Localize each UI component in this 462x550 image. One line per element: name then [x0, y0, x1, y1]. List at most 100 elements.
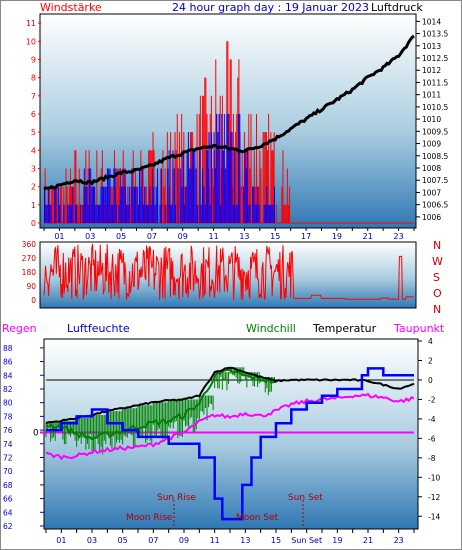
pressure-tick-label: 1012 [422, 66, 441, 75]
wind-direction-series [43, 243, 414, 300]
panel-wind-x-axis: 01 03 05 07 09 11 13 15 17 19 21 23 [43, 228, 415, 241]
compass-n-bottom: N [433, 303, 441, 316]
humidity-tick-label: 64 [3, 508, 13, 517]
temperature-tick-label: -6 [428, 434, 436, 443]
humidity-tick-label: 70 [3, 467, 13, 476]
humidity-tick-label: 78 [3, 412, 13, 421]
pressure-tick-label: 1008.5 [422, 152, 448, 161]
humidity-tick-label: 88 [3, 344, 13, 353]
temperature-tick-label: -10 [428, 473, 440, 482]
wind-tick-label: 8 [31, 74, 36, 83]
direction-tick-label: 180 [22, 268, 37, 277]
wind-tick-label: 2 [31, 183, 36, 192]
temperature-tick-label: -12 [428, 493, 440, 502]
humidity-tick-label: 62 [3, 522, 13, 531]
hour-tick-label: 19 [332, 536, 342, 545]
temperature-tick-label: 4 [428, 337, 433, 346]
hour-tick-label: 01 [54, 232, 64, 241]
legend-luftfeuchte: Luftfeuchte [67, 322, 130, 335]
hour-tick-label: 11 [210, 536, 220, 545]
pressure-tick-label: 1011 [422, 91, 441, 100]
pressure-tick-label: 1009.5 [422, 127, 448, 136]
pressure-tick-label: 1006.5 [422, 201, 448, 210]
humidity-tick-label: 76 [3, 426, 13, 435]
temperature-tick-label: -2 [428, 395, 436, 404]
hour-tick-label: 11 [208, 232, 218, 241]
pressure-y-axis: 1006 1006.5 1007 1007.5 1008 1008.5 1009 1009.5… [416, 17, 448, 222]
pressure-tick-label: 1007 [422, 188, 441, 197]
humidity-tick-label: 72 [3, 453, 13, 462]
hour-tick-label: 05 [116, 232, 126, 241]
pressure-tick-label: 1013 [422, 42, 441, 51]
hour-tick-label: 09 [178, 232, 188, 241]
hour-tick-label: 15 [270, 232, 280, 241]
hour-tick-label: 17 [301, 232, 311, 241]
hour-tick-label: 09 [179, 536, 189, 545]
direction-tick-label: 360 [22, 240, 37, 249]
wind-tick-label: 7 [31, 92, 36, 101]
legend-temperatur: Temperatur [312, 322, 377, 335]
pressure-tick-label: 1006 [422, 213, 441, 222]
wind-tick-label: 10 [26, 37, 36, 46]
pressure-tick-label: 1010.5 [422, 103, 448, 112]
hour-tick-label: 19 [332, 232, 342, 241]
wind-tick-label: 6 [31, 110, 36, 119]
hour-tick-label: 01 [56, 536, 66, 545]
pressure-tick-label: 1014 [422, 17, 441, 26]
hour-tick-label: 21 [363, 232, 373, 241]
rain-zero-label: 0 [33, 429, 39, 439]
humidity-tick-label: 68 [3, 481, 13, 490]
compass-w: W [432, 255, 443, 268]
pressure-tick-label: 1011.5 [422, 78, 448, 87]
pressure-tick-label: 1008 [422, 164, 441, 173]
temperature-tick-label: -8 [428, 454, 436, 463]
panel-temp-x-axis: 01 03 05 07 09 11 13 15 Sun Set 19 21 23 [45, 529, 415, 545]
hour-tick-label: 23 [394, 536, 404, 545]
hour-tick-label: 13 [239, 232, 249, 241]
dewpoint-line [45, 392, 415, 461]
wind-tick-label: 9 [31, 55, 36, 64]
direction-tick-label: 270 [22, 254, 37, 263]
hour-tick-label: 03 [85, 232, 95, 241]
sun-set-label: Sun Set [288, 493, 323, 503]
compass-labels: N W S O N [432, 239, 443, 316]
pressure-tick-label: 1013.5 [422, 30, 448, 39]
compass-o: O [433, 287, 442, 300]
humidity-y-axis: 62 64 66 68 70 72 74 76 78 80 82 84 86 88 [3, 344, 44, 531]
direction-line [43, 243, 414, 300]
hour-tick-label: 21 [363, 536, 373, 545]
pressure-tick-label: 1010 [422, 115, 441, 124]
pressure-tick-label: 1009 [422, 140, 441, 149]
windstaerke-label: Windstärke [40, 1, 102, 14]
wind-tick-label: 3 [31, 164, 36, 173]
legend-taupunkt: Taupunkt [393, 322, 445, 335]
luftdruck-label: Luftdruck [371, 1, 423, 14]
wind-y-axis: 0 1 2 3 4 5 6 7 8 9 10 11 [26, 19, 41, 228]
hour-tick-label: 03 [87, 536, 97, 545]
temperature-tick-label: -14 [428, 512, 440, 521]
humidity-tick-label: 84 [3, 371, 13, 380]
pressure-tick-label: 1012.5 [422, 54, 448, 63]
hour-tick-label: Sun Set [291, 536, 322, 545]
sun-rise-label: Sun Rise [157, 493, 196, 503]
humidity-tick-label: 74 [3, 440, 13, 449]
legend-windchill: Windchill [246, 322, 296, 335]
wind-tick-label: 0 [31, 219, 36, 228]
wind-tick-label: 11 [26, 19, 36, 28]
pressure-line [43, 34, 415, 191]
temperature-y-axis: 4 2 0 -2 -4 -6 -8 -10 -12 -14 [418, 337, 440, 521]
humidity-tick-label: 86 [3, 358, 13, 367]
compass-n-top: N [433, 239, 441, 252]
moon-set-label: Moon Set [236, 513, 279, 523]
wind-tick-label: 1 [31, 201, 36, 210]
wind-tick-label: 5 [31, 128, 36, 137]
gust-series [44, 113, 275, 223]
hour-tick-label: 23 [393, 232, 403, 241]
hour-tick-label: 05 [118, 536, 128, 545]
wind-tick-label: 4 [31, 146, 36, 155]
pressure-tick-label: 1007.5 [422, 176, 448, 185]
hour-tick-label: 15 [271, 536, 281, 545]
legend-regen: Regen [2, 322, 37, 335]
direction-tick-label: 90 [26, 282, 36, 291]
